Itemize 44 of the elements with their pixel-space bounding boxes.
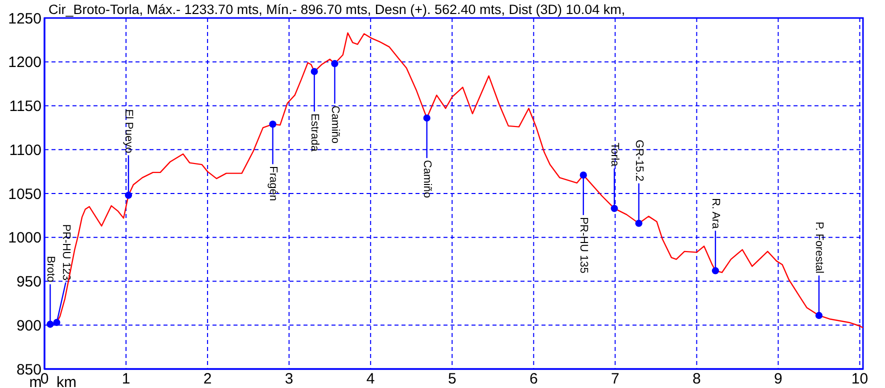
- x-tick-label: 7: [610, 370, 620, 388]
- annotation: Broto: [44, 256, 56, 282]
- x-tick-label: 0: [40, 370, 49, 388]
- point: [815, 312, 823, 320]
- y-tick-label: 900: [16, 317, 42, 334]
- y-tick-label: 1100: [9, 142, 42, 159]
- x-tick-label: 10: [851, 370, 868, 388]
- y-tick-label: 1150: [9, 98, 42, 115]
- chart-title: Cir_Broto-Torla, Máx.- 1233.70 mts, Mín.- 896.70 mts, Desn (+). 562.40 mts, Dist (3D) 10.04 km,: [48, 2, 626, 17]
- annotation: Fragén: [266, 166, 279, 202]
- x-tick-label: 4: [366, 370, 375, 388]
- annotation: Torla: [608, 142, 620, 168]
- x-tick-label: 9: [774, 370, 782, 388]
- y-tick-label: 1250: [8, 10, 42, 28]
- annotation: Camiño: [420, 160, 433, 198]
- annotation: GR-15.2: [632, 140, 645, 182]
- point: [269, 120, 276, 128]
- point: [712, 267, 720, 274]
- y-tick-label: 1050: [8, 186, 42, 203]
- y-tick-label: 950: [16, 274, 42, 290]
- point: [610, 204, 618, 212]
- annotation: El Pueyo: [122, 109, 135, 154]
- point: [124, 192, 132, 199]
- point: [580, 172, 587, 179]
- point: [46, 320, 54, 328]
- x-axis-title: km: [56, 374, 76, 388]
- x-tick-label: 1: [122, 370, 130, 388]
- point: [310, 68, 318, 76]
- y-tick-label: 1200: [8, 54, 42, 72]
- point: [331, 60, 338, 68]
- x-tick-label: 8: [692, 370, 701, 388]
- point: [635, 220, 642, 227]
- annotation: R. Ara: [710, 198, 722, 230]
- point: [423, 114, 430, 122]
- annotation: Estrada: [308, 114, 320, 152]
- annotation: P. Forestal: [813, 222, 826, 274]
- annotation: PR-HU 135: [578, 217, 590, 274]
- x-tick-label: 3: [284, 370, 294, 388]
- x-tick-label: 5: [448, 370, 456, 388]
- point: [53, 318, 60, 326]
- x-tick-label: 6: [529, 370, 538, 388]
- annotation: Camiño: [328, 106, 341, 144]
- x-tick-label: 2: [203, 370, 212, 388]
- y-tick-label: 1000: [8, 230, 42, 247]
